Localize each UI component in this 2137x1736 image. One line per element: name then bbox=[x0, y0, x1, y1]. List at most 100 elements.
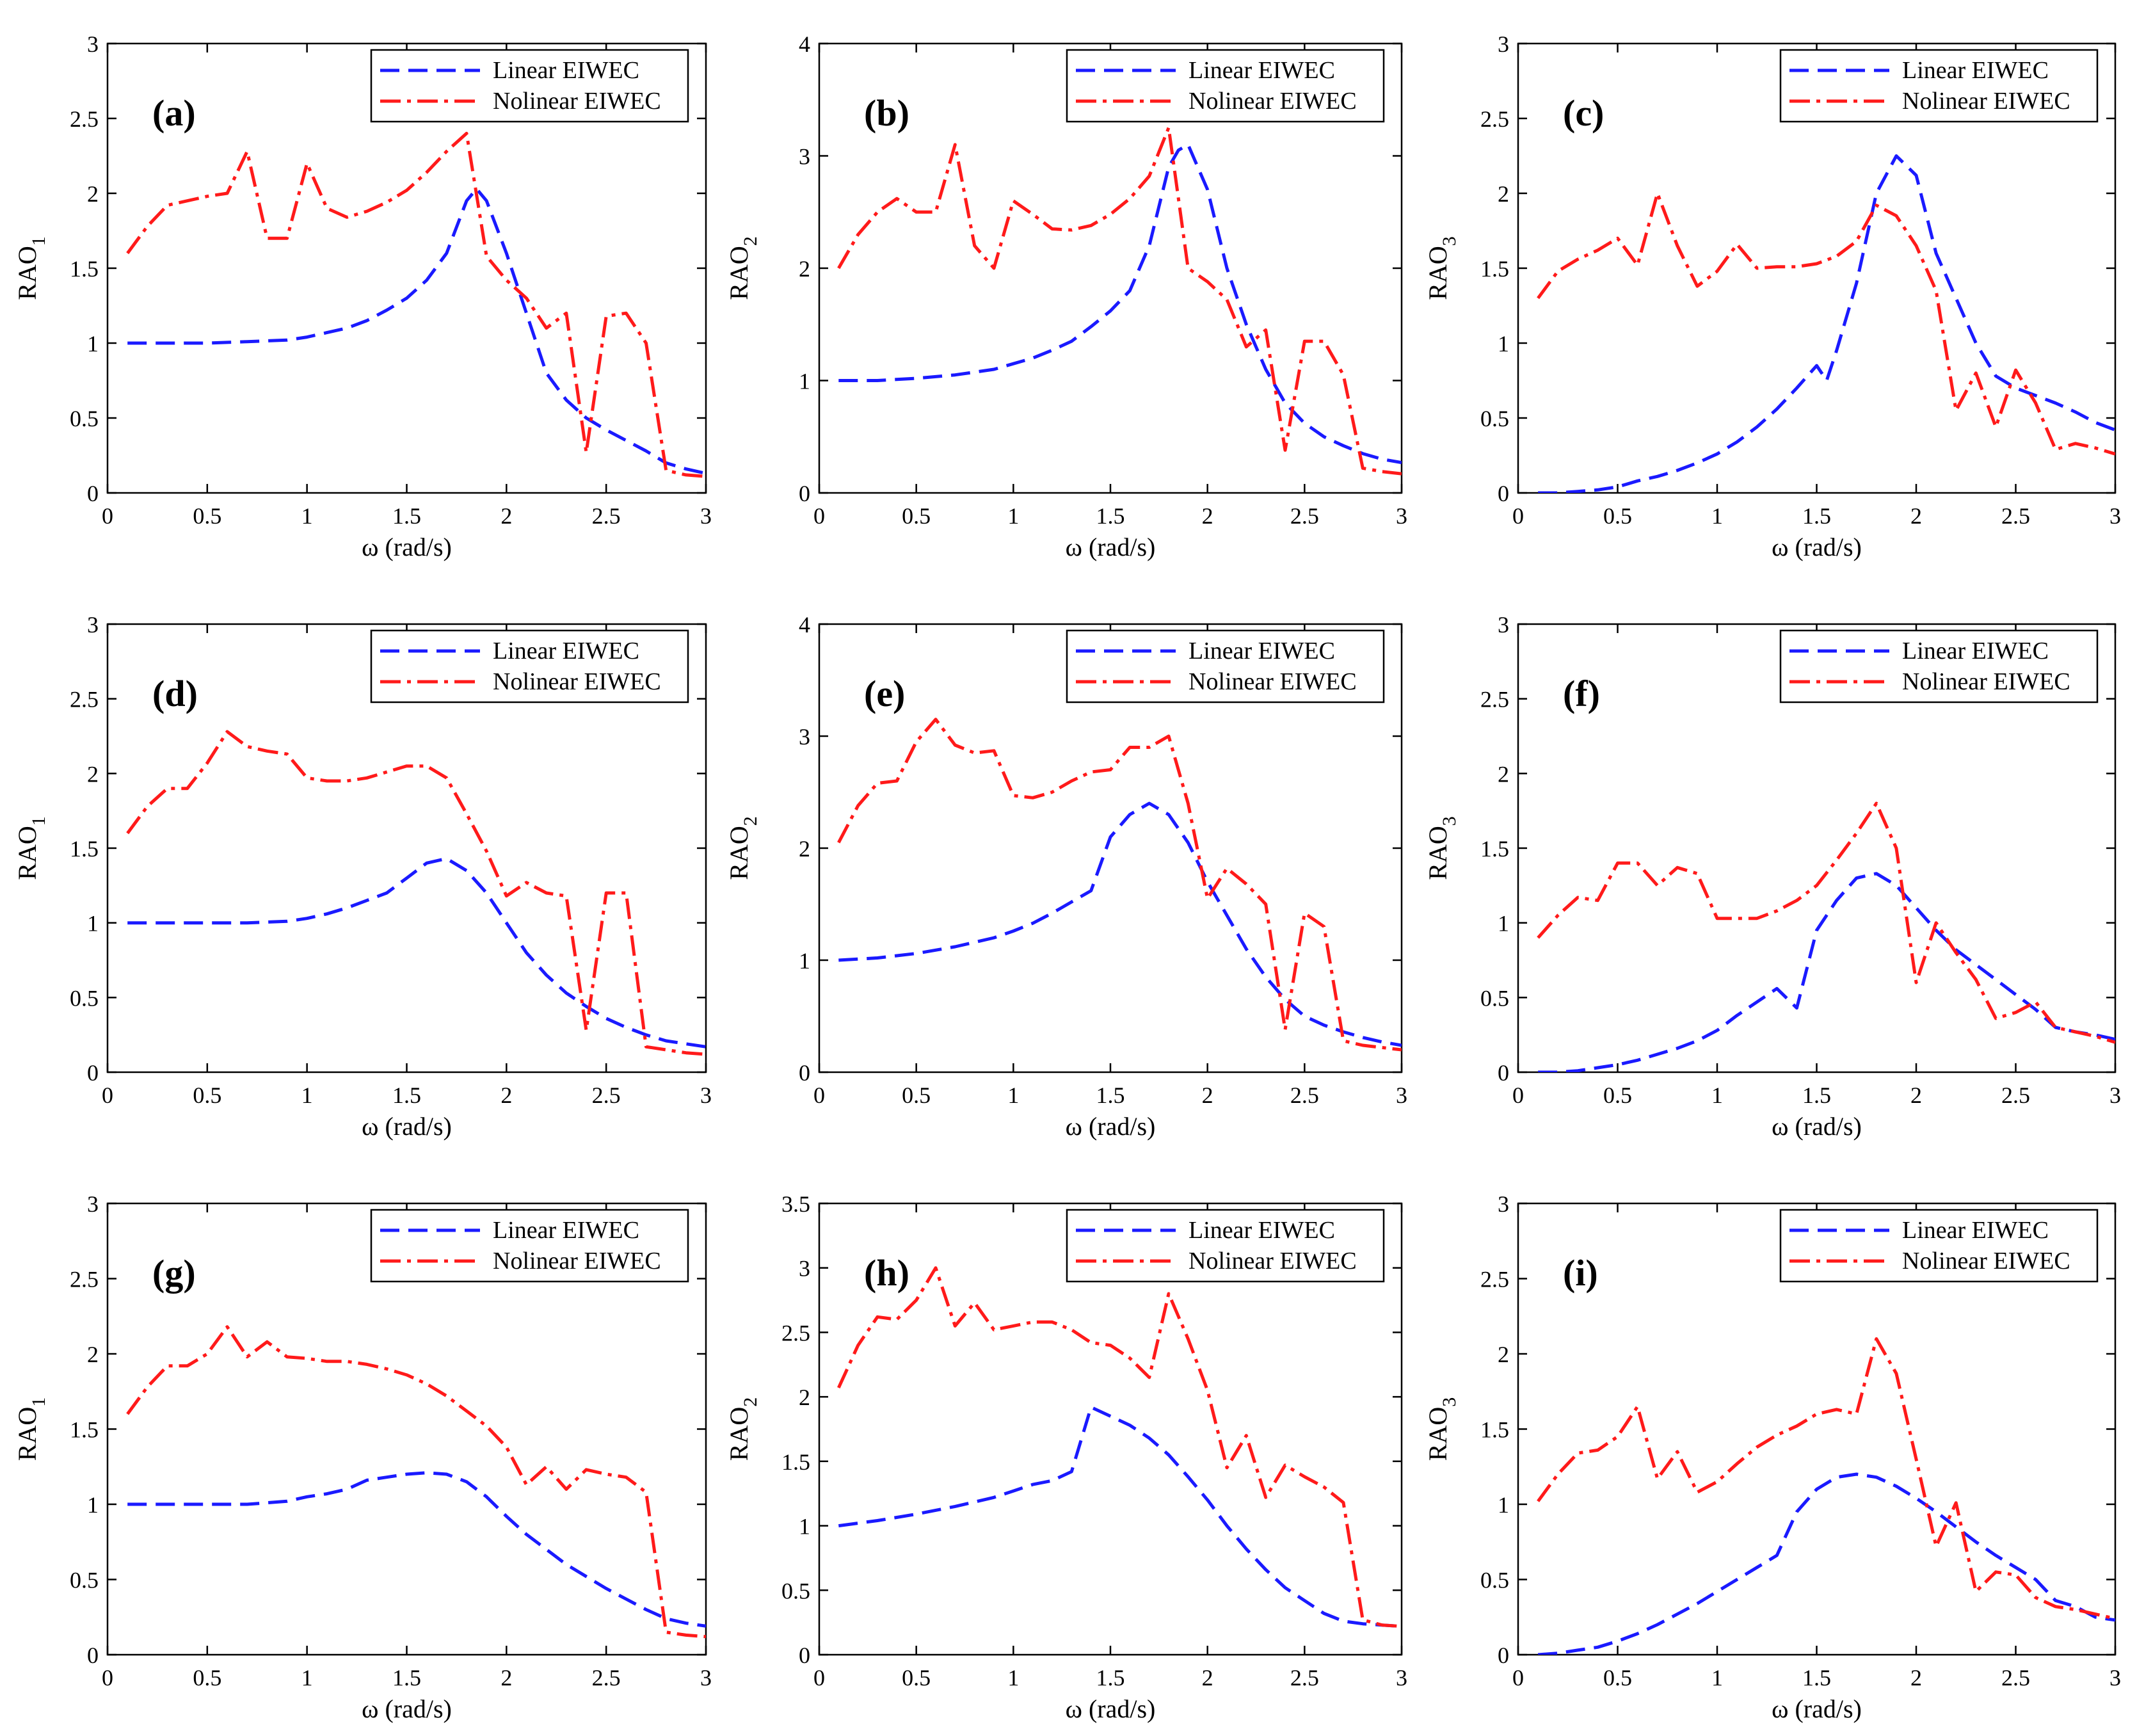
legend-nonlinear-label: Nolinear EIWEC bbox=[1189, 668, 1357, 695]
x-tick-label: 1 bbox=[1007, 1665, 1019, 1691]
x-tick-label: 1.5 bbox=[1096, 503, 1125, 529]
nonlinear-series-line bbox=[126, 730, 706, 1056]
x-tick-label: 0.5 bbox=[1603, 1082, 1632, 1108]
x-axis-label: ω (rad/s) bbox=[1066, 533, 1156, 561]
x-tick-label: 2.5 bbox=[2001, 503, 2030, 529]
x-tick-label: 2.5 bbox=[1290, 1665, 1319, 1691]
y-tick-label: 3 bbox=[87, 612, 99, 638]
x-tick-label: 3 bbox=[2109, 503, 2121, 529]
legend-nonlinear-label: Nolinear EIWEC bbox=[493, 1248, 661, 1274]
panel-c: 0 0.5 1 1.5 2 2.5 300.511.522.53ω (rad/s)RAO3L… bbox=[1423, 31, 2121, 561]
y-tick-label: 3 bbox=[87, 31, 99, 57]
x-tick-label: 0 bbox=[1512, 503, 1524, 529]
x-tick-label: 2.5 bbox=[592, 1665, 621, 1691]
legend-linear-label: Linear EIWEC bbox=[1902, 638, 2049, 664]
y-axis-label-main: RAO bbox=[13, 826, 42, 880]
y-tick-label: 1 bbox=[1498, 331, 1509, 357]
y-axis-label-subscript: 1 bbox=[28, 1397, 49, 1407]
y-axis-label: RAO2 bbox=[724, 236, 761, 300]
y-axis-label-main: RAO bbox=[13, 246, 42, 300]
x-tick-label: 2.5 bbox=[592, 1082, 621, 1108]
y-tick-label: 4 bbox=[799, 31, 810, 57]
x-tick-label: 2 bbox=[500, 1082, 512, 1108]
y-tick-label: 3 bbox=[799, 1256, 810, 1282]
y-tick-label: 1.5 bbox=[781, 1449, 810, 1475]
legend-box bbox=[1779, 49, 2099, 123]
y-tick-label: 2 bbox=[87, 181, 99, 207]
nonlinear-series-line bbox=[126, 1325, 706, 1639]
legend-nonlinear-label: Nolinear EIWEC bbox=[1189, 1248, 1357, 1274]
x-tick-label: 3 bbox=[1396, 503, 1407, 529]
legend-linear-label: Linear EIWEC bbox=[1189, 638, 1335, 664]
y-tick-label: 0 bbox=[1498, 1060, 1509, 1086]
panel-label: (f) bbox=[1563, 673, 1600, 714]
x-tick-label: 1.5 bbox=[1802, 503, 1831, 529]
x-axis-label: ω (rad/s) bbox=[1772, 1112, 1862, 1141]
y-axis-label-main: RAO bbox=[13, 1407, 42, 1461]
legend-box bbox=[1779, 1209, 2099, 1283]
y-axis-label: RAO1 bbox=[13, 1397, 49, 1461]
y-tick-label: 3 bbox=[799, 144, 810, 170]
legend-nonlinear-label: Nolinear EIWEC bbox=[1189, 88, 1357, 115]
y-tick-label: 3 bbox=[87, 1191, 99, 1217]
x-tick-label: 0.5 bbox=[193, 1665, 221, 1691]
y-tick-label: 1 bbox=[799, 948, 810, 974]
x-tick-label: 1 bbox=[1007, 1082, 1019, 1108]
y-tick-label: 1 bbox=[799, 369, 810, 394]
x-axis-label: ω (rad/s) bbox=[1066, 1112, 1156, 1141]
y-tick-label: 1 bbox=[87, 331, 99, 357]
panel-label: (c) bbox=[1563, 92, 1604, 134]
x-axis-label: ω (rad/s) bbox=[1066, 1694, 1156, 1723]
legend-nonlinear-label: Nolinear EIWEC bbox=[493, 88, 661, 115]
legend-box bbox=[1066, 629, 1385, 703]
y-tick-label: 0 bbox=[799, 1643, 810, 1668]
x-tick-label: 0.5 bbox=[1603, 1665, 1632, 1691]
x-tick-label: 0 bbox=[813, 1082, 825, 1108]
x-tick-label: 2 bbox=[1202, 1082, 1213, 1108]
panel-label: (i) bbox=[1563, 1252, 1598, 1294]
y-axis-label: RAO1 bbox=[13, 236, 49, 300]
y-tick-label: 1.5 bbox=[70, 256, 99, 282]
y-axis-label-main: RAO bbox=[724, 1407, 753, 1461]
nonlinear-series-line bbox=[1537, 1337, 2115, 1621]
y-axis-label-subscript: 2 bbox=[740, 816, 761, 826]
x-tick-label: 2.5 bbox=[592, 503, 621, 529]
panel-h: 0 0.5 1 1.5 2 2.5 3 0 0.5 1 1.5 2 2.5 3 3.5 ω (rad/s) RA… bbox=[724, 1191, 1407, 1723]
x-tick-label: 2.5 bbox=[2001, 1082, 2030, 1108]
y-tick-label: 0.5 bbox=[70, 406, 99, 431]
x-tick-label: 1 bbox=[301, 503, 313, 529]
legend-nonlinear-label: Nolinear EIWEC bbox=[1902, 88, 2070, 115]
y-axis-label-subscript: 3 bbox=[1439, 236, 1460, 246]
panel-d: 0 0.5 1 1.5 2 2.5 300.511.522.53ω (rad/s)RAO1L… bbox=[13, 612, 712, 1141]
x-tick-label: 0 bbox=[1512, 1082, 1524, 1108]
x-tick-label: 1 bbox=[301, 1082, 313, 1108]
y-axis-label-main: RAO bbox=[1423, 1407, 1452, 1461]
y-tick-label: 2.5 bbox=[1480, 1267, 1509, 1292]
y-tick-label: 2 bbox=[799, 256, 810, 282]
y-tick-label: 0.5 bbox=[1480, 406, 1509, 431]
x-axis-label: ω (rad/s) bbox=[1772, 533, 1862, 561]
x-tick-label: 0.5 bbox=[1603, 503, 1632, 529]
y-axis-label: RAO2 bbox=[724, 1397, 761, 1461]
y-tick-label: 2.5 bbox=[781, 1320, 810, 1346]
y-tick-label: 1.5 bbox=[70, 1417, 99, 1443]
panel-f: 0 0.5 1 1.5 2 2.5 300.511.522.53ω (rad/s)RAO3L… bbox=[1423, 612, 2121, 1141]
x-tick-label: 3 bbox=[700, 503, 712, 529]
x-tick-label: 1.5 bbox=[1802, 1082, 1831, 1108]
y-tick-label: 0.5 bbox=[70, 1568, 99, 1593]
legend-linear-label: Linear EIWEC bbox=[1902, 57, 2049, 84]
y-tick-label: 2.5 bbox=[1480, 687, 1509, 712]
y-tick-label: 4 bbox=[799, 612, 810, 638]
y-axis-label: RAO2 bbox=[724, 816, 761, 880]
panel-label: (a) bbox=[152, 92, 196, 134]
y-tick-label: 0 bbox=[1498, 481, 1509, 506]
legend-box bbox=[1066, 49, 1385, 123]
y-axis-label: RAO3 bbox=[1423, 1397, 1460, 1461]
x-tick-label: 1 bbox=[1007, 503, 1019, 529]
y-tick-label: 3 bbox=[1498, 612, 1509, 638]
y-tick-label: 0 bbox=[799, 1060, 810, 1086]
legend-box bbox=[370, 1209, 689, 1283]
y-axis-label: RAO3 bbox=[1423, 236, 1460, 300]
x-tick-label: 0.5 bbox=[193, 1082, 221, 1108]
y-tick-label: 1 bbox=[1498, 1492, 1509, 1518]
